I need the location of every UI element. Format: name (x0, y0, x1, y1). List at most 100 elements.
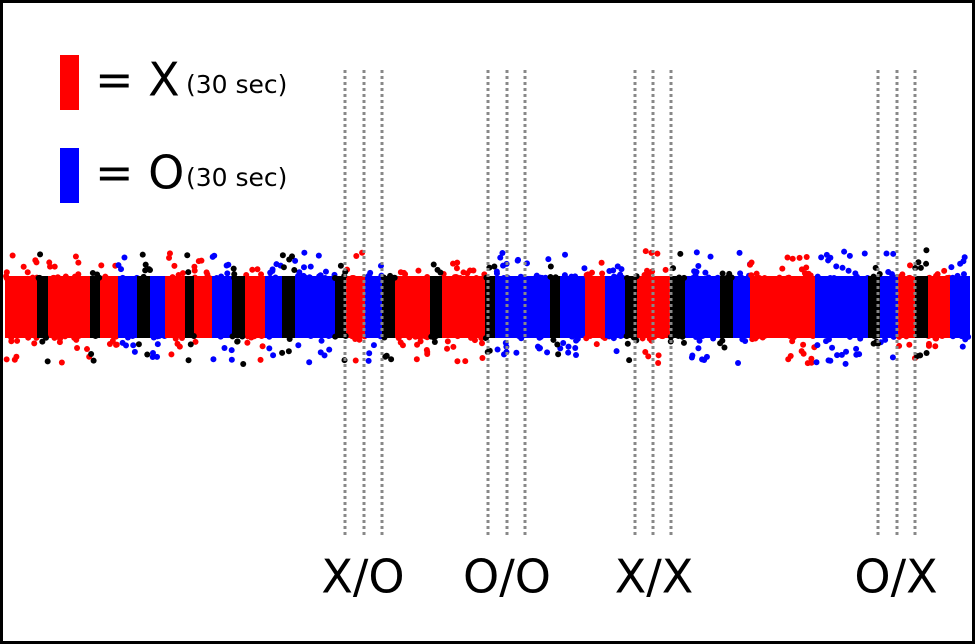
band-dot (75, 271, 82, 278)
band-dot (258, 271, 265, 278)
group-label: O/O (463, 550, 551, 604)
band-dot (8, 338, 15, 345)
band-dot (641, 271, 648, 278)
band-dot (317, 272, 324, 279)
band-segment (382, 276, 395, 338)
band-dot (925, 340, 932, 347)
band-dot (555, 351, 562, 358)
band-dot (230, 265, 237, 272)
band-dot (306, 274, 313, 281)
legend-symbol: = O (95, 146, 184, 200)
band-segment (585, 276, 605, 338)
band-dot (613, 348, 620, 355)
band-dot (748, 272, 755, 279)
band-dot (154, 341, 161, 348)
band-dot (588, 269, 595, 276)
band-dot (702, 269, 709, 276)
band-dot (332, 333, 339, 340)
band-dot (787, 353, 794, 360)
band-dot (890, 333, 897, 340)
band-dot (317, 349, 324, 356)
band-dot (735, 360, 742, 367)
band-dot (31, 340, 38, 347)
band-dot (619, 274, 626, 281)
band-dot (415, 267, 422, 274)
band-dot (479, 355, 486, 362)
band-dot (800, 341, 807, 348)
band-dot (266, 345, 273, 352)
band-dot (839, 264, 846, 271)
band-dot (454, 259, 461, 266)
band-dot (61, 333, 68, 340)
band-dot (846, 252, 853, 259)
band-dot (171, 262, 178, 269)
band-dot (917, 264, 924, 271)
band-dot (823, 251, 830, 258)
band-dot (823, 338, 830, 345)
band-dot (890, 250, 897, 257)
band-dot (175, 271, 182, 278)
band-dot (626, 357, 633, 364)
band-dot (258, 333, 265, 340)
band-dot (962, 336, 969, 343)
band-dot (124, 334, 131, 341)
band-dot (623, 333, 630, 340)
band-segment (365, 276, 382, 338)
band-dot (907, 262, 914, 269)
band-dot (35, 274, 42, 281)
band-dot (140, 273, 147, 280)
band-dot (382, 353, 389, 360)
band-dot (431, 334, 438, 341)
band-dot (289, 253, 296, 260)
band-segment (430, 276, 442, 338)
band-dot (478, 340, 485, 347)
band-dot (659, 333, 666, 340)
band-dot (191, 267, 198, 274)
band-dot (119, 274, 126, 281)
band-dot (174, 340, 181, 347)
band-dot (752, 335, 759, 342)
band-dot (834, 352, 841, 359)
band-dot (366, 350, 373, 357)
band-dot (655, 360, 662, 367)
band-dot (547, 273, 554, 280)
band-dot (56, 339, 63, 346)
band-dot (572, 351, 579, 358)
band-dot (565, 349, 572, 356)
band-dot (142, 261, 149, 268)
band-dot (561, 272, 568, 279)
band-dot (827, 357, 834, 364)
band-dot (239, 333, 246, 340)
band-segment (550, 276, 560, 338)
band-dot (818, 254, 825, 261)
band-dot (234, 338, 241, 345)
band-dot (169, 274, 176, 281)
band-dot (325, 333, 332, 340)
band-dot (542, 274, 549, 281)
band-dot (961, 254, 968, 261)
band-dot (957, 260, 964, 267)
band-dot (43, 334, 50, 341)
band-dot (353, 253, 360, 260)
band-dot (301, 249, 308, 256)
band-dot (296, 269, 303, 276)
band-dot (565, 343, 572, 350)
band-dot (414, 333, 421, 340)
band-dot (533, 272, 540, 279)
band-dot (184, 252, 191, 259)
band-dot (172, 335, 179, 342)
band-dot (146, 266, 153, 273)
band-dot (244, 339, 251, 346)
band-dot (231, 274, 238, 281)
band-dot (606, 333, 613, 340)
band-segment (118, 276, 137, 338)
band-dot (736, 249, 743, 256)
band-dot (809, 333, 816, 340)
band-dot (228, 347, 235, 354)
band-dot (803, 264, 810, 271)
band-dot (497, 254, 504, 261)
band-dot (562, 251, 569, 258)
band-dot (39, 338, 46, 345)
band-dot (796, 254, 803, 261)
